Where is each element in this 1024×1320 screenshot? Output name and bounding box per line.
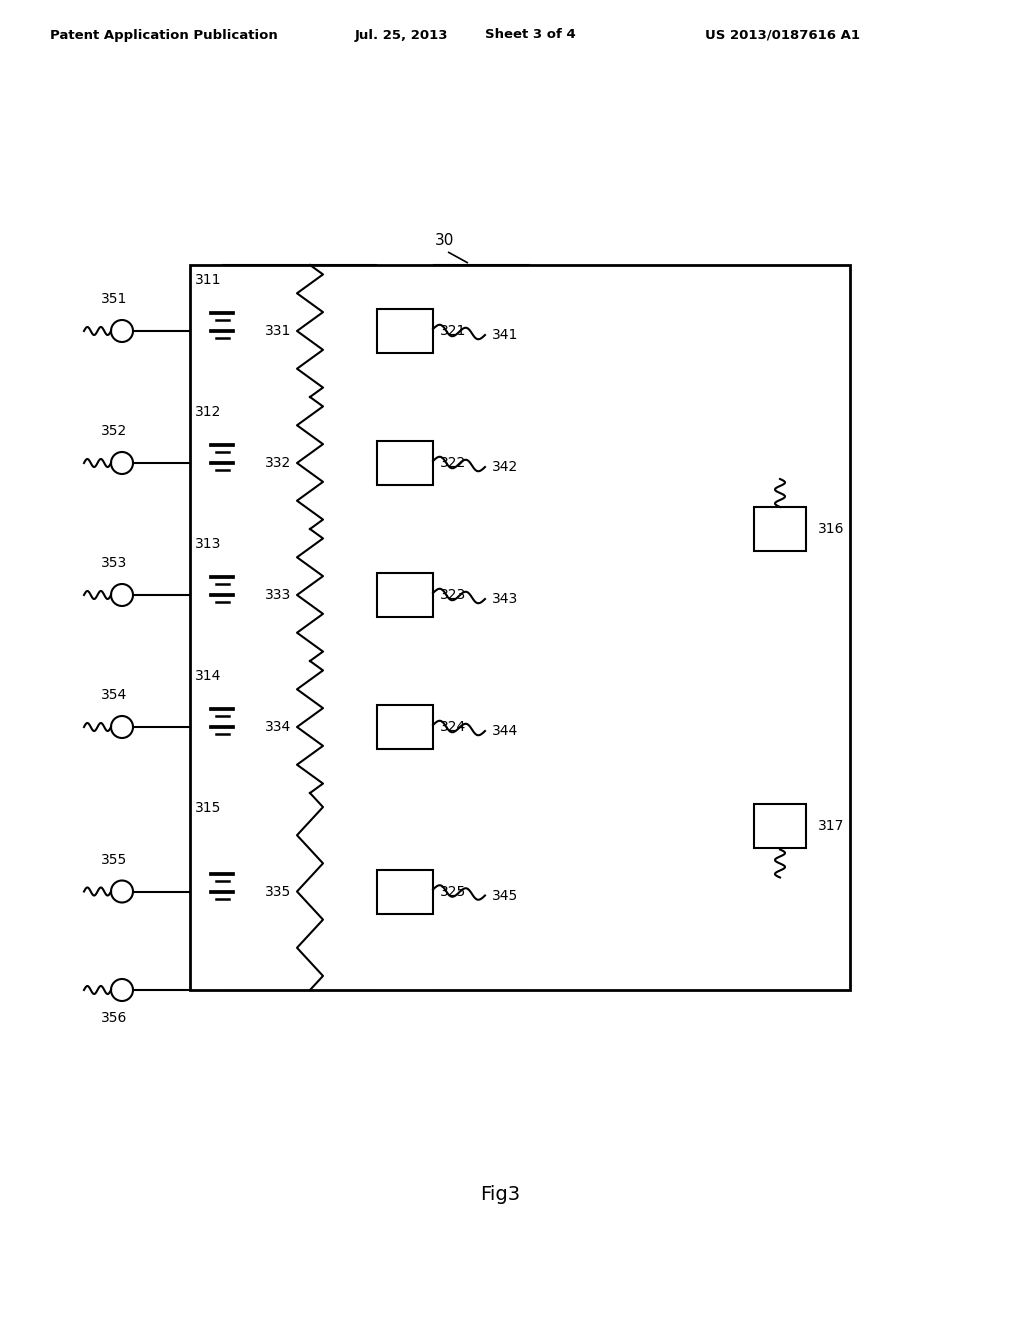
Text: 355: 355	[101, 853, 127, 866]
Text: 352: 352	[101, 424, 127, 438]
Text: US 2013/0187616 A1: US 2013/0187616 A1	[705, 29, 860, 41]
Text: 343: 343	[492, 591, 518, 606]
Bar	[754, 804, 806, 847]
Bar	[377, 705, 433, 748]
Text: 345: 345	[492, 888, 518, 903]
Bar	[377, 573, 433, 616]
Text: 333: 333	[265, 587, 291, 602]
Text: 312: 312	[195, 405, 221, 418]
Text: Patent Application Publication: Patent Application Publication	[50, 29, 278, 41]
Bar	[377, 441, 433, 484]
Text: 325: 325	[440, 884, 466, 899]
Text: 331: 331	[265, 323, 291, 338]
Text: 311: 311	[195, 273, 221, 286]
Text: Jul. 25, 2013: Jul. 25, 2013	[355, 29, 449, 41]
Text: 316: 316	[818, 521, 845, 536]
Text: 332: 332	[265, 455, 291, 470]
Text: 335: 335	[265, 884, 291, 899]
Text: 313: 313	[195, 537, 221, 550]
Text: 351: 351	[100, 292, 127, 306]
Bar	[377, 870, 433, 913]
Text: 354: 354	[101, 688, 127, 702]
Text: 321: 321	[440, 323, 466, 338]
Text: 314: 314	[195, 669, 221, 682]
Text: 353: 353	[101, 556, 127, 570]
Text: 30: 30	[435, 234, 455, 248]
Text: 341: 341	[492, 327, 518, 342]
Text: 334: 334	[265, 719, 291, 734]
Text: Fig3: Fig3	[480, 1185, 520, 1204]
Text: 323: 323	[440, 587, 466, 602]
Text: 356: 356	[100, 1011, 127, 1026]
Text: 342: 342	[492, 459, 518, 474]
Bar	[190, 265, 850, 990]
Text: 315: 315	[195, 801, 221, 814]
Bar	[377, 309, 433, 352]
Text: 317: 317	[818, 818, 845, 833]
Text: 322: 322	[440, 455, 466, 470]
Bar	[754, 507, 806, 550]
Text: 324: 324	[440, 719, 466, 734]
Text: 344: 344	[492, 723, 518, 738]
Text: Sheet 3 of 4: Sheet 3 of 4	[485, 29, 575, 41]
